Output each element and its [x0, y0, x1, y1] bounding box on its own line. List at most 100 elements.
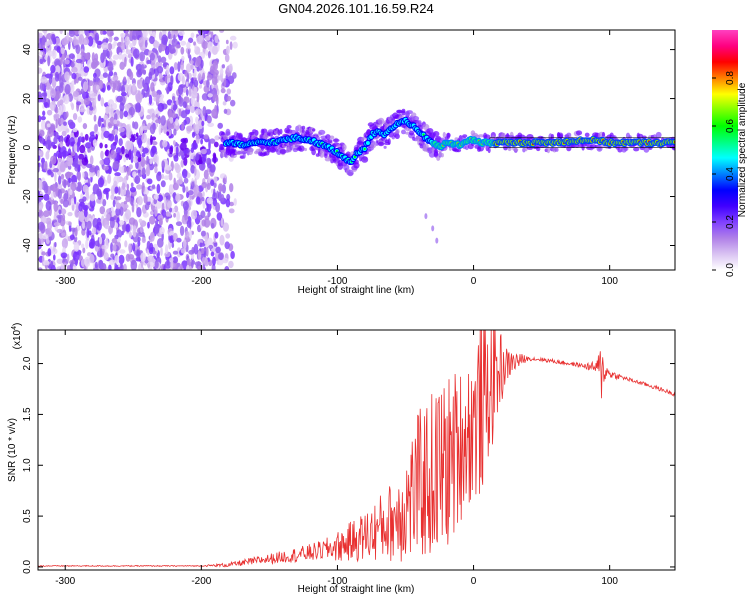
heatmap-speckle [216, 94, 219, 106]
heatmap-speckle [84, 133, 89, 141]
heatmap-speckle [225, 39, 229, 45]
heatmap-speckle [185, 81, 189, 87]
heatmap-speckle [226, 95, 232, 102]
heatmap-speckle [130, 259, 138, 270]
heatmap-speckle [141, 152, 146, 158]
heatmap-speckle [132, 155, 139, 163]
heatmap-band-cell [387, 138, 391, 146]
heatmap-speckle [87, 59, 93, 70]
heatmap-speckle [220, 194, 225, 202]
heatmap-speckle [38, 115, 42, 123]
heatmap-band-cell [347, 169, 354, 177]
heatmap-speckle [157, 238, 164, 248]
heatmap-band-cell [633, 147, 640, 152]
heatmap-speckle [43, 260, 50, 266]
heatmap-speckle [139, 225, 144, 234]
heatmap-band-cell [286, 125, 292, 129]
heatmap-speckle [136, 70, 143, 78]
spectrogram-y-label: Frequency (Hz) [7, 116, 18, 185]
heatmap-speckle [129, 42, 134, 49]
heatmap-speckle [77, 140, 81, 146]
heatmap-speckle [68, 53, 75, 60]
heatmap-speckle [138, 231, 145, 237]
heatmap-speckle [61, 232, 66, 237]
heatmap-speckle [49, 123, 56, 133]
heatmap-speckle [211, 45, 219, 55]
heatmap-speckle [194, 166, 197, 176]
heatmap-speckle [41, 119, 46, 131]
heatmap-speckle [54, 242, 57, 248]
heatmap-speckle [176, 237, 182, 243]
heatmap-band-cell [412, 116, 420, 121]
heatmap-speckle [207, 41, 213, 51]
heatmap-speckle [85, 190, 90, 201]
heatmap-speckle [157, 55, 162, 63]
heatmap-speckle [215, 251, 220, 261]
heatmap-speckle [220, 88, 226, 94]
heatmap-speckle [197, 250, 202, 260]
heatmap-speckle [74, 137, 78, 145]
heatmap-speckle [156, 65, 164, 74]
heatmap-speckle [136, 184, 143, 190]
heatmap-speckle [48, 74, 53, 85]
heatmap-band-cell [409, 130, 415, 136]
heatmap-speckle [200, 138, 204, 145]
heatmap-speckle [83, 208, 88, 218]
heatmap-speckle [167, 201, 172, 208]
heatmap-speckle [78, 30, 84, 36]
heatmap-speckle [158, 124, 162, 136]
colorbar-label: Normalized spectral amplitude [737, 82, 748, 217]
heatmap-speckle [70, 181, 77, 192]
heatmap-speckle [53, 201, 58, 212]
heatmap-speckle [183, 119, 187, 126]
heatmap-speckle [181, 55, 185, 62]
heatmap-speckle [185, 264, 190, 270]
heatmap-speckle [195, 124, 200, 135]
heatmap-speckle [168, 172, 173, 181]
spectrogram-frame [37, 29, 676, 271]
heatmap-speckle [163, 175, 170, 181]
snr-panel: -300 -200 -100 0 100 0.0 0.5 1.0 1.5 2.0 Height … [7, 323, 676, 595]
heatmap-speckle [60, 173, 65, 180]
heatmap-speckle [69, 137, 75, 147]
heatmap-speckle [110, 242, 114, 253]
heatmap-speckle [206, 157, 212, 166]
heatmap-speckle [109, 216, 115, 222]
heatmap-speckle [148, 71, 153, 81]
colorbar-tick-label: 0.2 [725, 215, 736, 229]
heatmap-speckle [178, 30, 185, 36]
heatmap-speckle [105, 237, 109, 246]
heatmap-speckle [129, 71, 134, 81]
heatmap-speckle [215, 202, 221, 213]
heatmap-speckle [114, 134, 119, 145]
heatmap-speckle [171, 112, 177, 119]
heatmap-speckle [80, 51, 86, 57]
heatmap-speckle [169, 146, 174, 155]
heatmap-speckle [186, 63, 192, 73]
y-tick-label: 0.5 [22, 509, 33, 523]
heatmap-speckle [201, 134, 205, 140]
heatmap-speckle [149, 231, 155, 242]
heatmap-band-cell [241, 150, 248, 155]
heatmap-speckle [82, 184, 89, 193]
heatmap-speckle [201, 256, 208, 265]
heatmap-band-cell [464, 144, 469, 151]
heatmap-speckle [39, 137, 45, 144]
heatmap-band-cell [554, 147, 559, 152]
heatmap-band-cell [247, 148, 254, 156]
heatmap-speckle [100, 127, 107, 132]
heatmap-speckle [125, 194, 131, 203]
heatmap-speckle [102, 199, 107, 207]
heatmap-band-cell [301, 125, 306, 130]
heatmap-speckle [93, 114, 97, 122]
heatmap-speckle [149, 124, 156, 135]
heatmap-speckle [118, 127, 125, 133]
heatmap-speckle [105, 106, 109, 115]
heatmap-speckle [77, 136, 84, 143]
heatmap-speckle [101, 244, 106, 250]
heatmap-speckle [201, 219, 207, 227]
heatmap-speckle [118, 220, 125, 226]
heatmap-speckle [71, 66, 78, 73]
heatmap-speckle [62, 150, 69, 157]
